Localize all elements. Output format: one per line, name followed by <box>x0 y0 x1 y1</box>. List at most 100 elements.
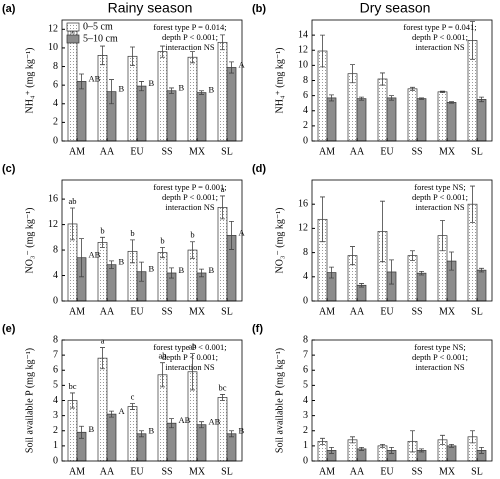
significance-letter: B <box>209 265 215 275</box>
bar <box>97 55 108 142</box>
x-tick-label: AA <box>100 306 115 317</box>
x-tick-label: AM <box>319 466 335 477</box>
y-tick-label: 4 <box>53 395 58 406</box>
error-bar <box>449 443 454 448</box>
y-tick-label: 10 <box>48 42 58 53</box>
significance-letter: ab <box>68 196 76 206</box>
bar <box>217 207 228 302</box>
error-bar <box>220 34 225 51</box>
legend-swatch <box>66 22 80 32</box>
x-tick-label: MX <box>189 306 206 317</box>
y-axis-label: Soil available P (mg kg⁻¹) <box>24 348 35 453</box>
error-bar <box>130 403 135 410</box>
panel-label: (d) <box>252 163 266 175</box>
annotation: interaction NS <box>415 42 465 52</box>
significance-letter: AB <box>89 250 101 260</box>
bar <box>187 56 198 142</box>
annotation: interaction NS <box>165 202 215 212</box>
error-bar <box>320 34 325 68</box>
error-bar <box>109 79 114 105</box>
error-bar <box>410 250 415 261</box>
error-bar <box>100 347 105 370</box>
panel-label: (f) <box>252 323 263 335</box>
y-axis-label: NO₃⁻ (mg kg⁻¹) <box>274 208 285 274</box>
y-tick-label: 7 <box>53 349 58 360</box>
error-bar <box>109 260 114 269</box>
annotation: depth P < 0.001; <box>162 352 218 362</box>
significance-letter: AB <box>209 417 221 427</box>
bar <box>136 85 147 142</box>
significance-letter: B <box>149 426 155 436</box>
error-bar <box>320 196 325 243</box>
y-axis-label: NO₃⁻ (mg kg⁻¹) <box>24 208 35 274</box>
x-tick-label: SL <box>221 146 233 157</box>
error-bar <box>479 446 484 454</box>
x-tick-label: MX <box>189 146 206 157</box>
x-tick-label: AA <box>350 146 365 157</box>
bar <box>407 255 418 302</box>
bar <box>196 424 207 462</box>
error-bar <box>130 239 135 264</box>
error-bar <box>220 195 225 220</box>
x-tick-label: AA <box>100 146 115 157</box>
error-bar <box>329 446 334 454</box>
annotation: depth P < 0.001; <box>412 192 468 202</box>
bar <box>217 397 228 462</box>
error-bar <box>100 45 105 66</box>
error-bar <box>350 64 355 84</box>
significance-letter: B <box>179 83 185 93</box>
error-bar <box>389 446 394 454</box>
bar <box>127 406 138 462</box>
panel-label: (c) <box>2 163 16 175</box>
x-tick-label: SL <box>471 146 483 157</box>
bar <box>377 78 388 142</box>
annotation: forest type P < 0.001; <box>153 342 226 352</box>
annotation: interaction NS <box>415 202 465 212</box>
bar <box>347 73 358 142</box>
significance-letter: AB <box>179 415 191 425</box>
y-tick-label: 4 <box>303 105 308 116</box>
error-bar <box>419 448 424 453</box>
y-tick-label: 0 <box>53 135 58 146</box>
y-tick-label: 0 <box>303 295 308 306</box>
plot-frame <box>61 339 243 462</box>
error-bar <box>329 94 334 102</box>
x-tick-label: SS <box>411 306 422 317</box>
error-bar <box>199 421 204 429</box>
bar <box>356 98 367 142</box>
bar <box>437 91 448 142</box>
y-tick-label: 7 <box>303 349 308 360</box>
bar <box>166 422 177 462</box>
error-bar <box>199 90 204 95</box>
x-tick-label: SL <box>221 306 233 317</box>
error-bar <box>190 353 195 391</box>
y-tick-label: 8 <box>53 61 58 72</box>
annotation: forest type P = 0.001; <box>153 182 226 192</box>
error-bar <box>350 436 355 444</box>
y-tick-label: 12 <box>298 223 308 234</box>
x-tick-label: SS <box>411 146 422 157</box>
error-bar <box>169 267 174 279</box>
error-bar <box>229 430 234 438</box>
bar <box>106 264 117 302</box>
bar <box>377 445 388 462</box>
error-bar <box>380 443 385 448</box>
significance-letter: b <box>100 225 104 235</box>
y-tick-label: 4 <box>303 395 308 406</box>
y-tick-label: 1 <box>303 440 308 451</box>
bar <box>226 67 237 142</box>
y-tick-label: 4 <box>53 98 58 109</box>
y-tick-label: 5 <box>53 380 58 391</box>
panel-label: (e) <box>2 323 16 335</box>
error-bar <box>169 87 174 94</box>
x-tick-label: AA <box>350 466 365 477</box>
annotation: depth P < 0.001; <box>162 32 218 42</box>
significance-letter: b <box>130 228 134 238</box>
error-bar <box>109 410 114 418</box>
x-tick-label: EU <box>130 466 144 477</box>
column-title: Rainy season <box>108 0 193 16</box>
significance-letter: B <box>119 257 125 267</box>
error-bar <box>359 446 364 451</box>
x-tick-label: SS <box>411 466 422 477</box>
significance-letter: bc <box>218 382 226 392</box>
